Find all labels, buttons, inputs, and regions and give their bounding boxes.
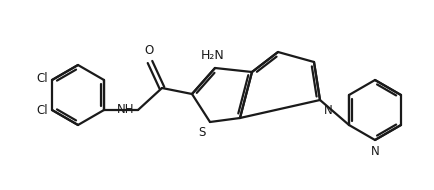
Text: H₂N: H₂N: [201, 49, 224, 62]
Text: Cl: Cl: [36, 105, 48, 117]
Text: Cl: Cl: [36, 73, 48, 86]
Text: N: N: [323, 104, 332, 117]
Text: N: N: [370, 145, 378, 158]
Text: S: S: [198, 126, 206, 139]
Text: NH: NH: [116, 104, 134, 116]
Text: O: O: [144, 44, 153, 57]
